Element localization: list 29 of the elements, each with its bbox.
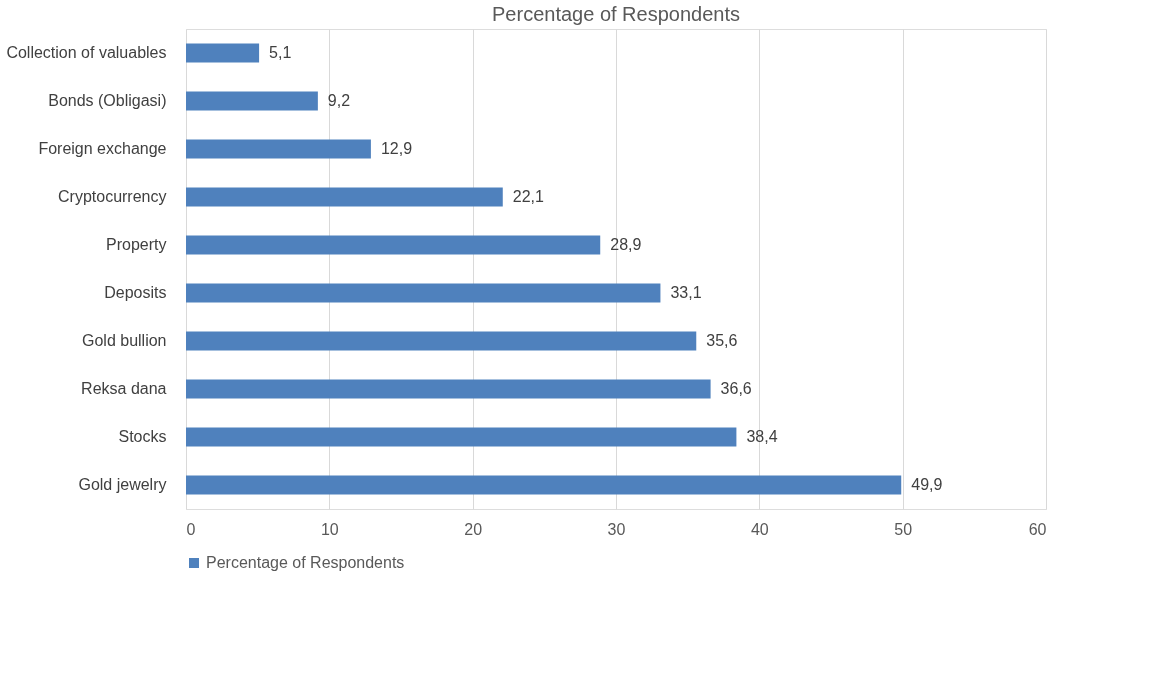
y-tick-label: Gold jewelry [78,476,167,493]
y-tick-label: Deposits [104,284,167,301]
x-tick-label: 60 [1028,520,1047,538]
data-label: 38,4 [746,428,778,445]
data-label: 12,9 [380,140,413,157]
data-label: 36,6 [720,380,752,397]
data-label: 33,1 [670,284,702,301]
x-tick-label: 10 [320,520,339,538]
data-label: 5,1 [269,44,292,61]
x-tick-label: 20 [464,520,483,538]
data-label: 49,9 [911,476,943,493]
data-label: 9,2 [327,92,351,109]
y-tick-label: Property [106,236,167,253]
data-label: 28,9 [610,236,642,253]
y-tick-label: Foreign exchange [38,140,167,157]
x-tick-label: 30 [607,520,626,538]
x-tick-label: 50 [894,520,913,538]
data-label: 22,1 [512,188,545,205]
legend-label: Percentage of Respondents [206,554,405,571]
x-tick-label: 40 [750,520,769,538]
x-tick-label: 0 [186,520,196,538]
y-tick-label: Reksa dana [81,380,167,397]
y-tick-label: Bonds (Obligasi) [48,92,167,109]
y-tick-label: Collection of valuables [6,44,167,61]
y-tick-label: Stocks [118,428,167,445]
chart-title: Percentage of Respondents [492,3,740,25]
data-label: 35,6 [706,332,738,349]
y-tick-label: Cryptocurrency [58,188,167,205]
y-tick-label: Gold bullion [82,332,167,349]
